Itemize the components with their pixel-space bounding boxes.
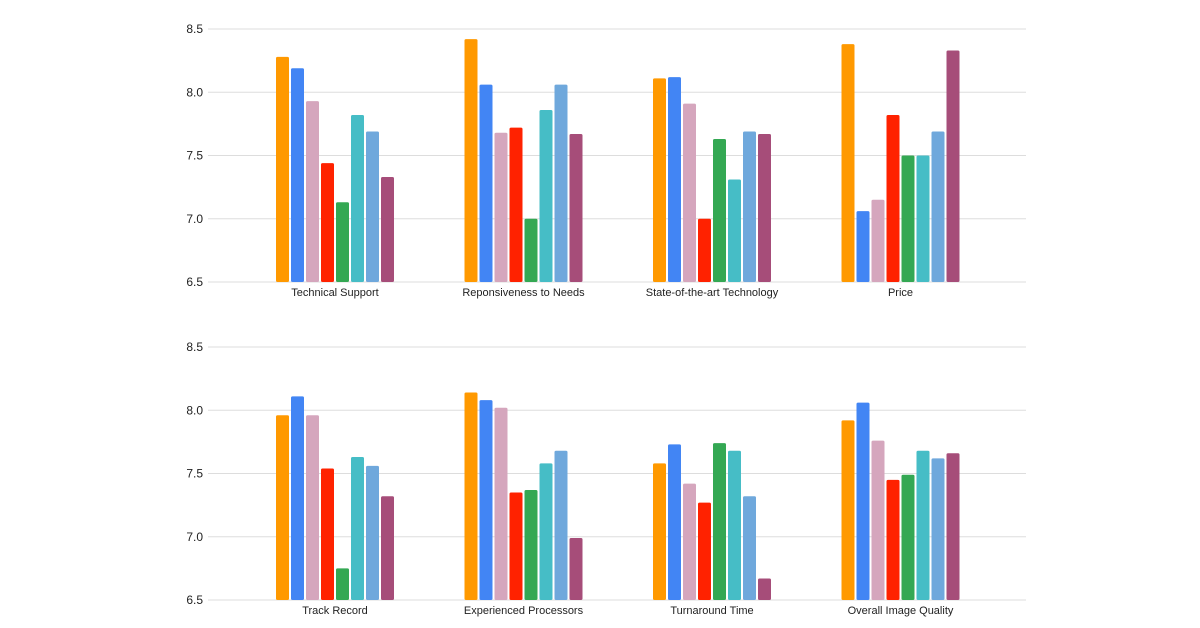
bar [916,155,930,282]
bar [381,177,394,282]
bar [758,578,771,600]
bar [901,474,915,600]
bar [856,402,870,600]
bar [856,211,870,282]
bar [291,68,304,282]
y-tick-label: 7.5 [186,467,203,481]
bar [946,50,960,282]
y-tick-label: 8.0 [186,403,203,417]
bar [668,77,681,282]
bar [539,109,553,283]
bar [464,39,478,283]
x-category-label: Overall Image Quality [848,605,954,617]
bar [351,457,364,600]
bar [351,115,364,283]
bar [728,450,741,600]
bar [698,502,711,600]
bar [758,133,771,282]
bar [509,127,523,282]
bar [554,84,568,282]
bar [381,496,394,600]
bar [306,415,319,600]
bar [901,155,915,282]
bar [653,78,666,283]
bar [886,115,900,283]
bar [871,440,885,600]
y-tick-label: 6.5 [186,593,203,607]
y-tick-label: 8.0 [186,85,203,99]
x-category-label: Experienced Processors [464,605,584,617]
bar [291,396,304,600]
chart-panel-2: 6.5 7.0 7.5 8.0 8.5 Track Record Experienced P… [186,340,1026,617]
bar [569,133,583,282]
bar [698,218,711,282]
bar [524,218,538,282]
bar [276,56,289,282]
x-category-label: Price [888,287,913,299]
y-tick-label: 6.5 [186,275,203,289]
bar [539,463,553,600]
bar [841,44,855,283]
chart-panel-1: 6.5 7.0 7.5 8.0 8.5 Technical Support Reponsiv… [186,22,1026,299]
bar [321,468,334,600]
bar [554,450,568,600]
bar [946,453,960,600]
bar [336,568,349,600]
y-tick-label: 7.0 [186,212,203,226]
x-category-label: Technical Support [291,287,378,299]
bar [524,489,538,600]
x-category-label: Reponsiveness to Needs [462,287,585,299]
bar [871,199,885,282]
bar [276,415,289,600]
bar [509,492,523,600]
bar [728,179,741,282]
bar [931,458,945,600]
bar [336,202,349,282]
bar [931,131,945,282]
bar [743,131,756,282]
bar [321,163,334,282]
bar [479,84,493,282]
y-tick-label: 7.0 [186,530,203,544]
bar [668,444,681,600]
bar [494,132,508,282]
bar [743,496,756,600]
x-category-label: Turnaround Time [670,605,753,617]
bar [366,465,379,600]
bar [683,483,696,600]
bar [464,392,478,600]
bar [366,131,379,282]
y-tick-label: 8.5 [186,22,203,36]
bar [683,103,696,282]
bar [713,139,726,282]
bar [841,420,855,600]
x-category-label: Track Record [302,605,368,617]
bar [886,479,900,600]
bar [306,101,319,282]
bar [653,463,666,600]
bar [479,400,493,600]
y-tick-label: 7.5 [186,149,203,163]
y-tick-label: 8.5 [186,340,203,354]
bar [713,443,726,600]
x-category-label: State-of-the-art Technology [646,287,779,299]
bar [569,538,583,600]
bar [916,450,930,600]
bar [494,407,508,600]
